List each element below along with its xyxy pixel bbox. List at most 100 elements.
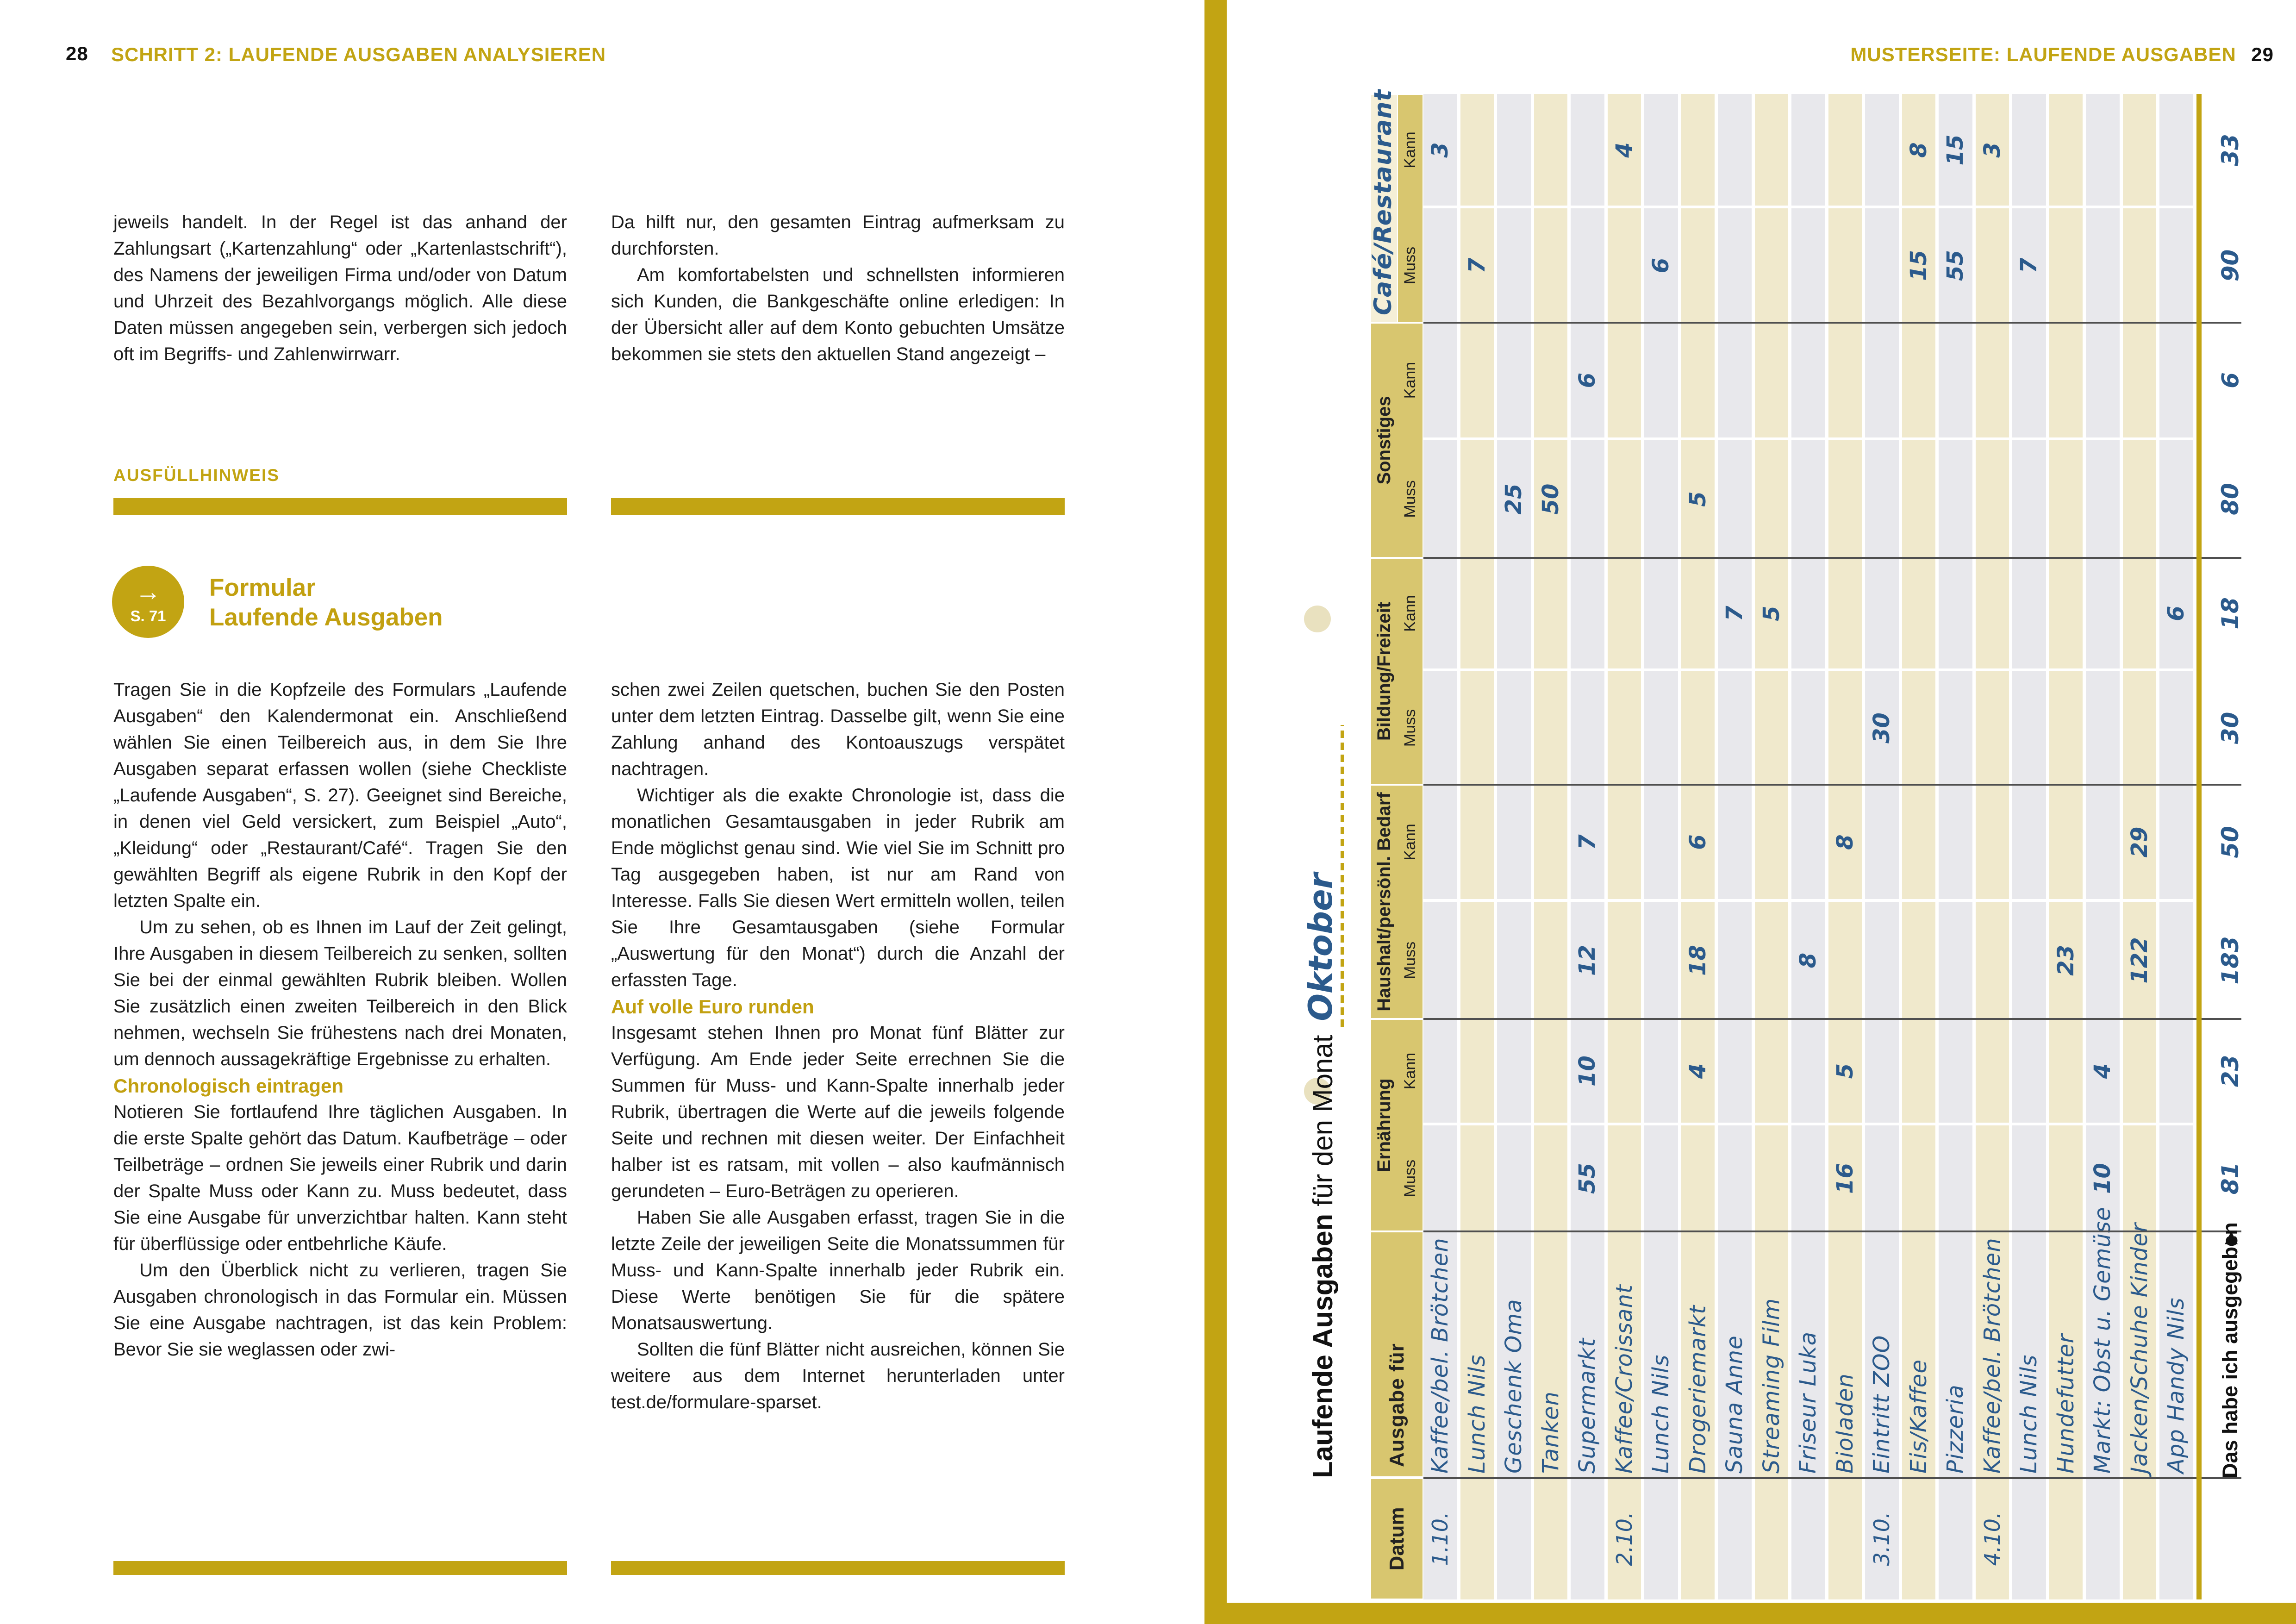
row-label: Lunch Nils xyxy=(2016,1354,2042,1474)
cell-value-kann: 4 xyxy=(1611,142,1637,158)
sum-value-muss: 90 xyxy=(2217,249,2244,282)
grid-line xyxy=(1423,784,2241,786)
cell-value-kann: 10 xyxy=(1574,1056,1600,1087)
cell-value-kann: 5 xyxy=(1832,1063,1858,1079)
sum-value-muss: 30 xyxy=(2217,712,2244,744)
column-gap xyxy=(1423,1123,2196,1125)
row-label: Bioladen xyxy=(1832,1373,1858,1474)
cell-value-muss: 16 xyxy=(1832,1163,1858,1194)
date-label: 4.10. xyxy=(1979,1512,2005,1566)
sum-value-muss: 81 xyxy=(2217,1162,2244,1195)
date-label: 1.10. xyxy=(1428,1512,1453,1566)
column-gap xyxy=(1423,437,2196,440)
form-title-bold: Laufende Ausgaben xyxy=(1307,1213,1338,1478)
cell-value-muss: 5 xyxy=(1685,491,1711,507)
grid-line xyxy=(1423,1018,2241,1020)
cell-value-muss: 12 xyxy=(1574,945,1600,976)
paragraph: Da hilft nur, den gesamten Eintrag aufme… xyxy=(611,212,1065,259)
cell-value-kann: 6 xyxy=(2163,606,2189,621)
sum-value-muss: 80 xyxy=(2217,483,2244,515)
subhead-chronologisch: Chronologisch eintragen xyxy=(113,1075,344,1097)
column-gap xyxy=(1423,668,2196,671)
page-ref-circle: → S. 71 xyxy=(112,566,184,638)
kann-label: Kann xyxy=(1401,131,1419,169)
cell-value-kann: 8 xyxy=(1832,834,1858,850)
cell-value-kann: 4 xyxy=(2090,1063,2115,1079)
row-label: Tanken xyxy=(1537,1391,1564,1474)
cell-value-muss: 122 xyxy=(2126,937,2152,984)
cell-value-muss: 55 xyxy=(1574,1163,1600,1194)
cell-value-muss: 6 xyxy=(1648,257,1674,274)
cell-value-kann: 7 xyxy=(1574,834,1600,850)
rubric-name: Sonstiges xyxy=(1373,396,1394,485)
form-reference-heading: Formular Laufende Ausgaben xyxy=(209,573,443,632)
column-bottom-bar xyxy=(611,1561,1065,1575)
cell-value-muss: 8 xyxy=(1795,952,1821,968)
sum-value-kann: 33 xyxy=(2217,134,2244,166)
cell-value-muss: 10 xyxy=(2090,1163,2115,1194)
musterseite-header: MUSTERSEITE: LAUFENDE AUSGABEN xyxy=(1850,44,2236,65)
subhead-euro-runden: Auf volle Euro runden xyxy=(611,996,814,1018)
sum-value-kann: 50 xyxy=(2217,826,2244,858)
cell-value-kann: 3 xyxy=(1427,142,1453,158)
cell-value-kann: 6 xyxy=(1685,834,1711,850)
arrow-right-icon: → xyxy=(135,577,161,606)
column-bottom-bar xyxy=(113,1561,567,1575)
column-header-label: Datum xyxy=(1385,1507,1408,1571)
cell-value-muss: 30 xyxy=(1869,712,1895,743)
row-label: Sauna Anne xyxy=(1722,1335,1747,1474)
cell-value-muss: 18 xyxy=(1685,945,1711,976)
paragraph: Um den Überblick nicht zu verlieren, tra… xyxy=(113,1260,567,1360)
left-column-main: Tragen Sie in die Kopfzeile des Formular… xyxy=(113,677,567,1363)
right-column-main: schen zwei Zeilen quetschen, buchen Sie … xyxy=(611,677,1065,1416)
form-heading-line1: Formular xyxy=(209,574,316,601)
rubric-header-custom-bottom xyxy=(1398,95,1423,322)
cell-value-muss: 15 xyxy=(1905,250,1932,281)
muss-label: Muss xyxy=(1401,1159,1419,1198)
page-left: 28 SCHRITT 2: LAUFENDE AUSGABEN ANALYSIE… xyxy=(66,43,1065,1575)
column-header-label: Ausgabe für xyxy=(1385,1343,1408,1467)
row-label: Markt: Obst u. Gemüse xyxy=(2090,1206,2115,1474)
form-heading-line2: Laufende Ausgaben xyxy=(209,604,443,631)
row-label: Streaming Film xyxy=(1758,1298,1784,1474)
cell-value-muss: 25 xyxy=(1501,483,1527,515)
page-number-right: 29 xyxy=(2251,44,2274,65)
paragraph: Haben Sie alle Ausgaben erfasst, tragen … xyxy=(611,1207,1065,1333)
date-label: 3.10. xyxy=(1869,1512,1894,1566)
form-title-rest: für den Monat xyxy=(1307,1035,1338,1206)
binding-bar-vertical xyxy=(1204,0,1227,1624)
paragraph: Am komfortabelsten und schnellsten infor… xyxy=(611,265,1065,364)
divider-bar xyxy=(113,498,567,515)
rubric-header-son: Sonstiges xyxy=(1371,324,1423,557)
row-label: Kaffee/bel. Brötchen xyxy=(1979,1237,2005,1474)
ausfuellhinweis-label: AUSFÜLLHINWEIS xyxy=(113,466,280,485)
sum-value-muss: 183 xyxy=(2217,936,2244,985)
month-value: Oktober xyxy=(1301,873,1340,1021)
rubric-name-handwritten: Café/Restaurant xyxy=(1369,89,1397,315)
kann-label: Kann xyxy=(1401,824,1419,861)
paragraph: Sollten die fünf Blätter nicht ausreiche… xyxy=(611,1339,1065,1412)
kann-label: Kann xyxy=(1401,595,1419,632)
rubric-name: Haushalt/persönl. Bedarf xyxy=(1373,792,1394,1012)
row-label: Kaffee/bel. Brötchen xyxy=(1427,1237,1453,1474)
expense-form-table: Datum Ausgabe für Ernährung Muss Kann Haushal… xyxy=(1369,89,2259,1599)
row-label: Friseur Luka xyxy=(1795,1331,1821,1474)
cell-value-muss: 7 xyxy=(1464,257,1490,274)
row-label: Lunch Nils xyxy=(1464,1354,1490,1474)
rubric-name: Bildung/Freizeit xyxy=(1373,602,1394,741)
cell-value-kann: 7 xyxy=(1722,606,1747,621)
cell-value-kann: 5 xyxy=(1758,606,1784,621)
date-label: 2.10. xyxy=(1611,1512,1637,1566)
cell-value-muss: 50 xyxy=(1537,483,1564,515)
column-gap xyxy=(1423,899,2196,902)
hole-punch xyxy=(1304,1078,1331,1105)
kann-label: Kann xyxy=(1401,1052,1419,1090)
cell-value-muss: 23 xyxy=(2053,945,2079,976)
row-label: Geschenk Oma xyxy=(1501,1299,1527,1474)
row-label: Drogeriemarkt xyxy=(1685,1305,1711,1474)
cell-value-muss: 55 xyxy=(1942,250,1968,281)
right-runhead: MUSTERSEITE: LAUFENDE AUSGABEN 29 xyxy=(1850,44,2274,66)
muss-label: Muss xyxy=(1401,709,1419,747)
sum-value-kann: 23 xyxy=(2217,1055,2244,1087)
